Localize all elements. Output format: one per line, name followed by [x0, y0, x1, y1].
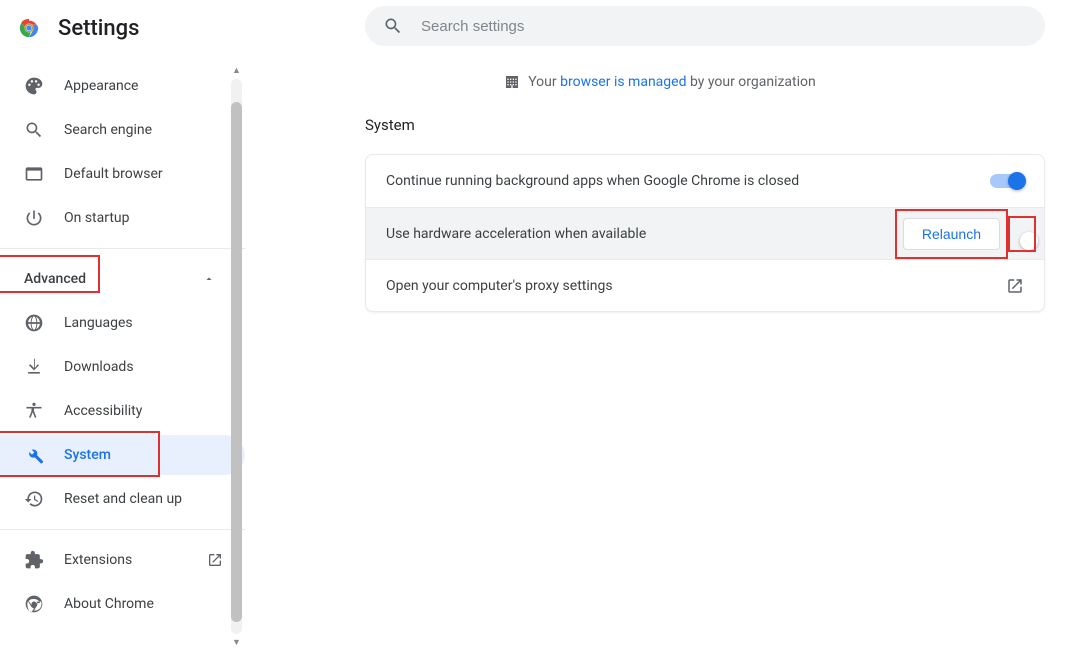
sidebar-item-extensions[interactable]: Extensions [0, 540, 245, 580]
scrollbar-down-arrow-icon[interactable]: ▼ [228, 634, 245, 651]
chrome-logo-icon [18, 17, 40, 39]
system-card: Continue running background apps when Go… [365, 154, 1045, 312]
sidebar-item-languages[interactable]: Languages [0, 303, 245, 343]
search-input[interactable] [419, 17, 1027, 36]
setting-label: Continue running background apps when Go… [386, 173, 990, 189]
setting-row-background-apps: Continue running background apps when Go… [366, 155, 1044, 207]
open-external-icon [207, 552, 223, 568]
scrollbar-thumb[interactable] [231, 102, 242, 622]
wrench-icon [24, 445, 44, 465]
sidebar-item-label: Downloads [64, 359, 134, 375]
open-external-icon [1006, 277, 1024, 295]
sidebar-item-label: Default browser [64, 166, 163, 182]
building-icon [504, 74, 520, 90]
sidebar-item-search-engine[interactable]: Search engine [0, 110, 245, 150]
search-bar[interactable] [365, 6, 1045, 46]
relaunch-button[interactable]: Relaunch [903, 218, 1000, 250]
sidebar-item-label: Accessibility [64, 403, 142, 419]
sidebar-item-label: Extensions [64, 552, 132, 568]
sidebar-scroll: Appearance Search engine Default browser [0, 56, 245, 651]
managed-notice: Your browser is managed by your organiza… [275, 74, 1045, 90]
extension-icon [24, 550, 44, 570]
sidebar-item-label: Languages [64, 315, 133, 331]
search-icon [383, 16, 403, 36]
sidebar-item-appearance[interactable]: Appearance [0, 66, 245, 106]
setting-label: Open your computer's proxy settings [386, 278, 1006, 294]
power-icon [24, 208, 44, 228]
sidebar-item-label: On startup [64, 210, 130, 226]
sidebar-scrollbar[interactable]: ▲ ▼ [228, 62, 245, 651]
sidebar-item-label: Reset and clean up [64, 491, 182, 507]
sidebar-item-label: Appearance [64, 78, 138, 94]
sidebar: Settings Appearance Search engine [0, 0, 245, 651]
accessibility-icon [24, 401, 44, 421]
setting-row-hardware-accel: Use hardware acceleration when available… [366, 207, 1044, 259]
chevron-up-icon [203, 273, 215, 285]
sidebar-item-reset[interactable]: Reset and clean up [0, 479, 245, 519]
globe-icon [24, 313, 44, 333]
setting-row-proxy[interactable]: Open your computer's proxy settings [366, 259, 1044, 311]
sidebar-item-label: About Chrome [64, 596, 154, 612]
scrollbar-up-arrow-icon[interactable]: ▲ [228, 62, 245, 79]
sidebar-item-on-startup[interactable]: On startup [0, 198, 245, 238]
section-title: System [365, 116, 1045, 134]
brand: Settings [0, 0, 245, 56]
sidebar-item-label: System [64, 447, 111, 463]
browser-icon [24, 164, 44, 184]
main: Your browser is managed by your organiza… [245, 0, 1075, 651]
sidebar-section-label: Advanced [24, 271, 86, 287]
sidebar-item-about-chrome[interactable]: About Chrome [0, 584, 245, 624]
chrome-icon [24, 594, 44, 614]
download-icon [24, 357, 44, 377]
sidebar-item-accessibility[interactable]: Accessibility [0, 391, 245, 431]
brand-title: Settings [58, 16, 139, 41]
sidebar-section-advanced[interactable]: Advanced [0, 259, 245, 299]
managed-link[interactable]: browser is managed [560, 74, 686, 90]
search-icon [24, 120, 44, 140]
managed-text: Your browser is managed by your organiza… [528, 74, 816, 90]
sidebar-item-default-browser[interactable]: Default browser [0, 154, 245, 194]
setting-label: Use hardware acceleration when available [386, 226, 903, 242]
restore-icon [24, 489, 44, 509]
toggle-background-apps[interactable] [990, 174, 1024, 188]
sidebar-item-label: Search engine [64, 122, 152, 138]
sidebar-item-downloads[interactable]: Downloads [0, 347, 245, 387]
palette-icon [24, 76, 44, 96]
sidebar-item-system[interactable]: System [0, 435, 245, 475]
